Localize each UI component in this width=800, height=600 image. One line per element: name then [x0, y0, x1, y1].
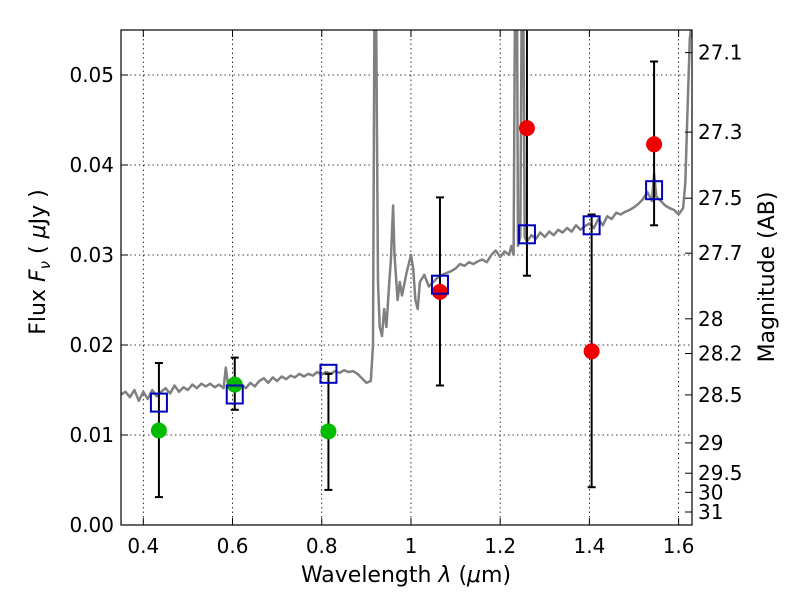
- y-tick-label: 0.04: [69, 153, 114, 177]
- y-tick-label: 0.05: [69, 63, 114, 87]
- red-data-point: [583, 343, 600, 360]
- tick-marks: [121, 30, 692, 526]
- model-square-marker: [645, 180, 664, 201]
- grid: [121, 30, 692, 526]
- y-axis-label: Flux Fν ( μJy ): [26, 189, 54, 334]
- y2-tick-label: 27.1: [698, 41, 743, 65]
- x-tick-label: 0.8: [306, 534, 338, 558]
- x-tick-label: 0.4: [127, 534, 159, 558]
- model-square-marker: [149, 392, 168, 413]
- y2-tick-label: 28: [698, 307, 723, 331]
- plot-area: [121, 30, 692, 499]
- tick-labels: 0.4 0.6 0.8 1 1.2 1.4 1.6 0.00 0.01 0.02 0.03 0.04 0…: [69, 41, 742, 558]
- green-data-point: [320, 423, 337, 440]
- y2-tick-label: 27.3: [698, 120, 743, 144]
- y2-tick-label: 28.2: [698, 341, 743, 365]
- green-data-point: [150, 422, 167, 439]
- x-tick-label: 1.2: [484, 534, 516, 558]
- x-tick-label: 1: [405, 534, 418, 558]
- red-data-point: [646, 136, 663, 153]
- x-tick-label: 1.4: [573, 534, 605, 558]
- y2-tick-label: 30: [698, 480, 723, 504]
- spectrum-line: [121, 30, 692, 403]
- y2-axis-label: Magnitude (AB): [755, 192, 780, 363]
- model-square-marker: [225, 384, 244, 405]
- y2-tick-label: 29: [698, 431, 723, 455]
- x-tick-label: 1.6: [663, 534, 695, 558]
- plot-frame: [120, 29, 693, 526]
- y-tick-label: 0.00: [69, 513, 114, 537]
- x-tick-label: 0.6: [217, 534, 249, 558]
- y2-tick-label: 27.5: [698, 186, 743, 210]
- y2-tick-label: 27.7: [698, 241, 743, 265]
- y2-tick-label: 29.5: [698, 461, 743, 485]
- red-data-point: [431, 283, 448, 300]
- model-square-marker: [582, 215, 601, 236]
- y2-tick-label: 31: [698, 500, 723, 524]
- x-axis-label: Wavelength λ (μm): [301, 563, 511, 588]
- model-square-marker: [430, 274, 449, 295]
- y-tick-label: 0.03: [69, 243, 114, 267]
- model-square-marker: [319, 363, 338, 384]
- y-tick-label: 0.01: [69, 423, 114, 447]
- model-square-marker: [517, 224, 536, 245]
- red-data-point: [518, 120, 535, 137]
- y2-tick-label: 28.5: [698, 383, 743, 407]
- y-tick-label: 0.02: [69, 333, 114, 357]
